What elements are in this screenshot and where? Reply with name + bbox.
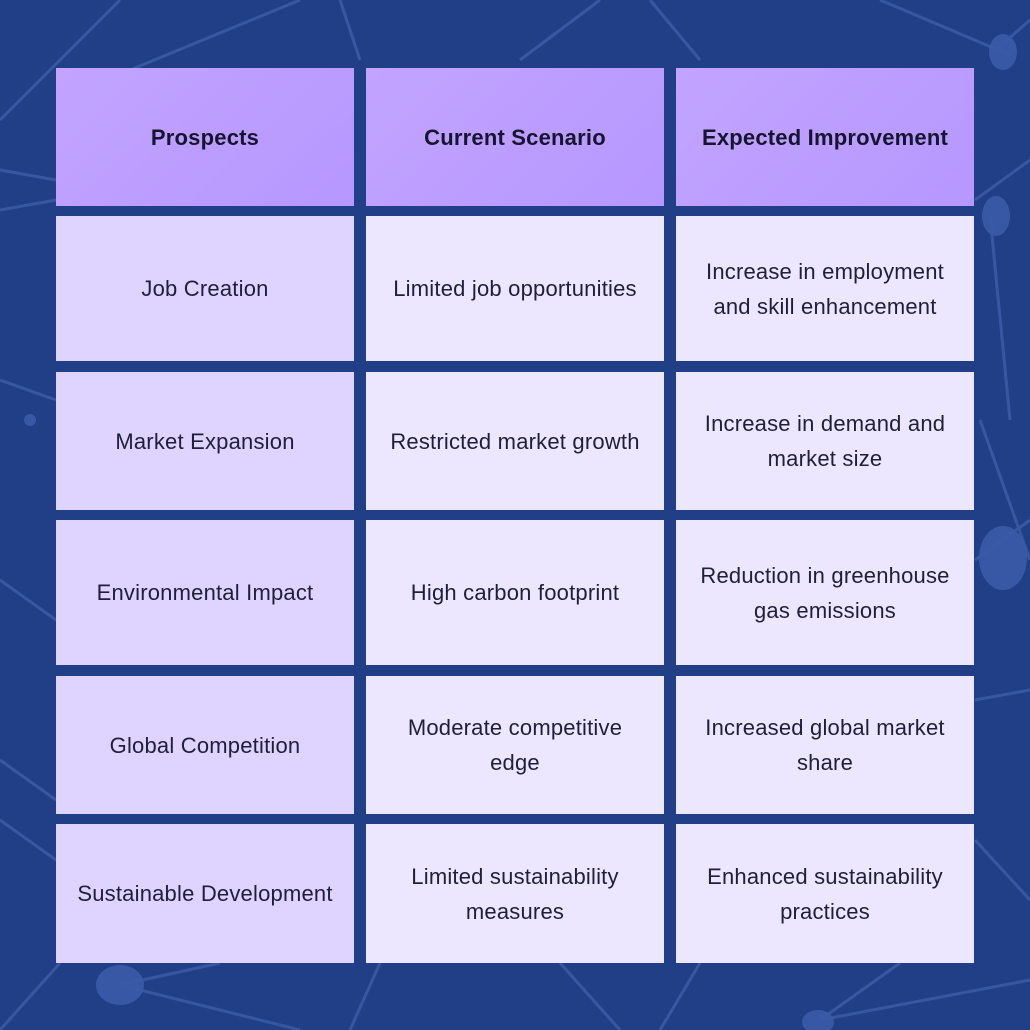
header-prospects: Prospects [56,68,354,206]
cell-prospect-sustainable-development: Sustainable Development [56,824,354,963]
cell-prospect-global-competition: Global Competition [56,676,354,814]
cell-current-market-expansion: Restricted market growth [366,372,664,510]
cell-prospect-environmental-impact: Environmental Impact [56,520,354,665]
cell-improvement-sustainable-development: Enhanced sustainability practices [676,824,974,963]
cell-improvement-job-creation: Increase in employment and skill enhance… [676,216,974,361]
cell-prospect-job-creation: Job Creation [56,216,354,361]
cell-current-job-creation: Limited job opportunities [366,216,664,361]
cell-prospect-market-expansion: Market Expansion [56,372,354,510]
cell-improvement-global-competition: Increased global market share [676,676,974,814]
cell-improvement-environmental-impact: Reduction in greenhouse gas emissions [676,520,974,665]
cell-current-global-competition: Moderate competitive edge [366,676,664,814]
cell-improvement-market-expansion: Increase in demand and market size [676,372,974,510]
header-current-scenario: Current Scenario [366,68,664,206]
header-expected-improvement: Expected Improvement [676,68,974,206]
cell-current-sustainable-development: Limited sustainability measures [366,824,664,963]
cell-current-environmental-impact: High carbon footprint [366,520,664,665]
